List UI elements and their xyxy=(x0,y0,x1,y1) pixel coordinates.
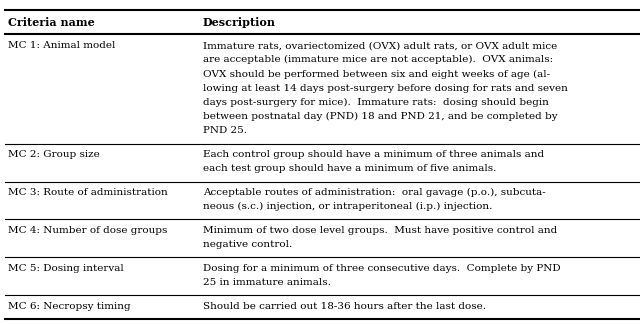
Text: 25 in immature animals.: 25 in immature animals. xyxy=(203,278,331,287)
Text: lowing at least 14 days post-surgery before dosing for rats and seven: lowing at least 14 days post-surgery bef… xyxy=(203,84,568,93)
Text: are acceptable (immature mice are not acceptable).  OVX animals:: are acceptable (immature mice are not ac… xyxy=(203,55,553,64)
Text: days post-surgery for mice).  Immature rats:  dosing should begin: days post-surgery for mice). Immature ra… xyxy=(203,98,548,107)
Text: Each control group should have a minimum of three animals and: Each control group should have a minimum… xyxy=(203,150,544,159)
Text: each test group should have a minimum of five animals.: each test group should have a minimum of… xyxy=(203,165,496,173)
Text: Description: Description xyxy=(203,17,276,28)
Text: MC 6: Necropsy timing: MC 6: Necropsy timing xyxy=(8,302,131,311)
Text: Immature rats, ovariectomized (OVX) adult rats, or OVX adult mice: Immature rats, ovariectomized (OVX) adul… xyxy=(203,41,557,50)
Text: Criteria name: Criteria name xyxy=(8,17,95,28)
Text: MC 2: Group size: MC 2: Group size xyxy=(8,150,100,159)
Text: Acceptable routes of administration:  oral gavage (p.o.), subcuta-: Acceptable routes of administration: ora… xyxy=(203,188,546,197)
Text: Minimum of two dose level groups.  Must have positive control and: Minimum of two dose level groups. Must h… xyxy=(203,226,557,235)
Text: Dosing for a minimum of three consecutive days.  Complete by PND: Dosing for a minimum of three consecutiv… xyxy=(203,264,561,273)
Text: negative control.: negative control. xyxy=(203,240,292,249)
Text: PND 25.: PND 25. xyxy=(203,126,247,135)
Text: neous (s.c.) injection, or intraperitoneal (i.p.) injection.: neous (s.c.) injection, or intraperitone… xyxy=(203,202,492,212)
Text: MC 3: Route of administration: MC 3: Route of administration xyxy=(8,188,168,197)
Text: between postnatal day (PND) 18 and PND 21, and be completed by: between postnatal day (PND) 18 and PND 2… xyxy=(203,112,557,121)
Text: MC 1: Animal model: MC 1: Animal model xyxy=(8,41,116,50)
Text: MC 4: Number of dose groups: MC 4: Number of dose groups xyxy=(8,226,168,235)
Text: MC 5: Dosing interval: MC 5: Dosing interval xyxy=(8,264,124,273)
Text: OVX should be performed between six and eight weeks of age (al-: OVX should be performed between six and … xyxy=(203,69,550,79)
Text: Should be carried out 18-36 hours after the last dose.: Should be carried out 18-36 hours after … xyxy=(203,302,486,311)
